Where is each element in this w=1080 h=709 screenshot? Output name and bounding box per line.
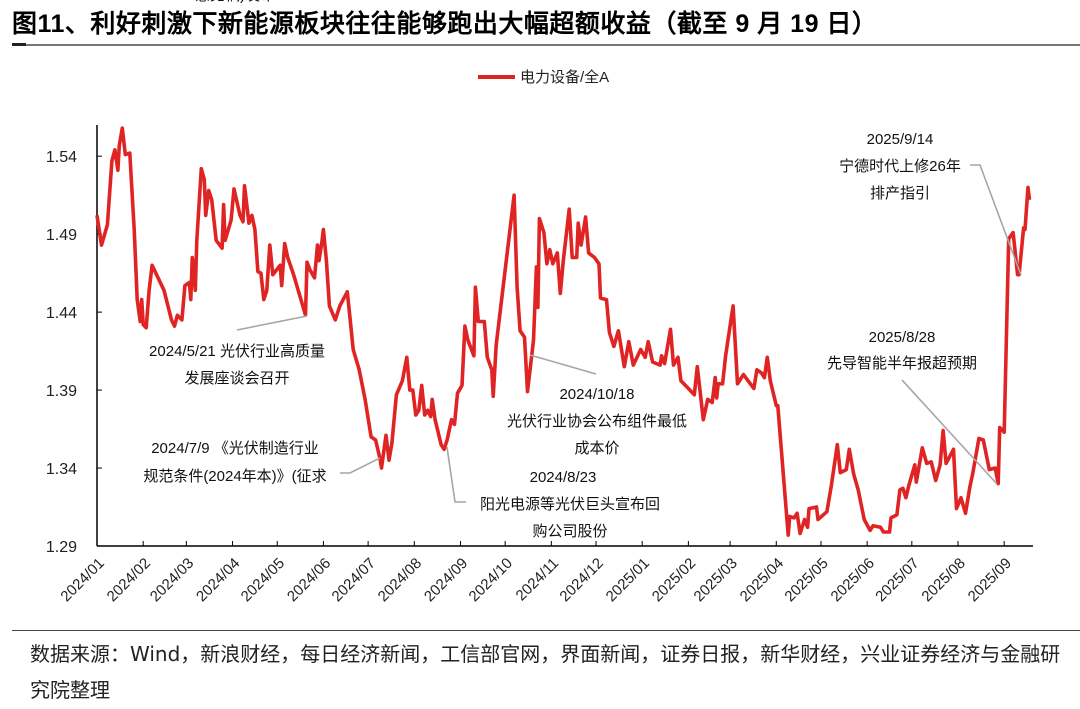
x-tick-label: 2024/07 [329, 555, 379, 605]
annotation-leader-line [446, 446, 466, 503]
y-tick-label: 1.49 [46, 227, 77, 244]
x-tick-label: 2024/12 [556, 555, 606, 605]
annotation-text: 2024/10/18 [559, 386, 634, 403]
series-line [95, 126, 1032, 537]
x-tick-label: 2024/09 [421, 555, 471, 605]
annotation-text: 2024/8/23 [530, 469, 597, 486]
y-tick-label: 1.44 [46, 305, 77, 322]
x-tick-label: 2024/02 [104, 555, 154, 605]
annotation-text: 阳光电源等光伏巨头宣布回 [480, 495, 660, 513]
x-tick-label: 2024/03 [147, 555, 197, 605]
annotation-text: 规范条件(2024年本)》(征求 [143, 468, 326, 485]
annotation-text: 排产指引 [870, 185, 930, 202]
annotation-text: 购公司股份 [532, 523, 607, 540]
x-tick-label: 2025/08 [918, 555, 968, 605]
annotation-text: 先导智能半年报超预期 [827, 354, 977, 372]
annotation-leader-line [236, 315, 308, 331]
source-note: 数据来源：Wind，新浪财经，每日经济新闻，工信部官网，界面新闻，证券日报，新华… [30, 642, 1061, 702]
title-divider [12, 44, 1080, 46]
y-tick-label: 1.54 [46, 149, 77, 166]
annotation-text: 意见稿)发布 [195, 0, 275, 4]
annotation-text: 发展座谈会召开 [184, 370, 289, 387]
title-divider-mark [12, 43, 26, 46]
y-tick-label: 1.34 [46, 461, 77, 478]
x-tick-label: 2024/06 [284, 555, 334, 605]
y-tick-label: 1.39 [46, 383, 77, 400]
annotation-text: 宁德时代上修26年 [839, 157, 961, 175]
x-tick-label: 2025/02 [649, 555, 699, 605]
x-tick-label: 2024/08 [375, 555, 425, 605]
x-tick-label: 2025/09 [965, 555, 1015, 605]
legend-label: 电力设备/全A [520, 68, 609, 86]
x-tick-label: 2024/04 [193, 555, 243, 605]
x-tick-label: 2025/01 [603, 555, 653, 605]
annotation-text: 2024/5/21 光伏行业高质量 [149, 343, 325, 360]
annotation-text: 成本价 [574, 440, 619, 457]
annotation-text: 2025/8/28 [869, 329, 936, 346]
figure-title: 图11、利好刺激下新能源板块往往能够跑出大幅超额收益（截至 9 月 19 日） [12, 10, 878, 38]
x-tick-label: 2024/10 [466, 555, 516, 605]
x-tick-label: 2025/04 [737, 555, 787, 605]
x-tick-label: 2025/07 [872, 555, 922, 605]
annotation-text: 2025/9/14 [867, 131, 934, 148]
annotation-leader-line [529, 354, 597, 375]
annotation-leader-line [901, 379, 998, 485]
annotation-leader-line [970, 164, 1022, 276]
x-tick-label: 2025/06 [828, 555, 878, 605]
x-tick-label: 2024/11 [513, 555, 563, 605]
annotation-text: 2024/7/9 《光伏制造行业 [151, 440, 319, 457]
y-tick-label: 1.29 [46, 539, 77, 556]
annotation-text: 光伏行业协会公布组件最低 [507, 413, 687, 430]
footer-divider [12, 630, 1080, 631]
x-tick-label: 2024/01 [57, 555, 107, 605]
annotation-leader-line [340, 457, 381, 474]
x-tick-label: 2024/05 [238, 555, 288, 605]
x-tick-label: 2025/03 [691, 555, 741, 605]
x-tick-label: 2025/05 [781, 555, 831, 605]
